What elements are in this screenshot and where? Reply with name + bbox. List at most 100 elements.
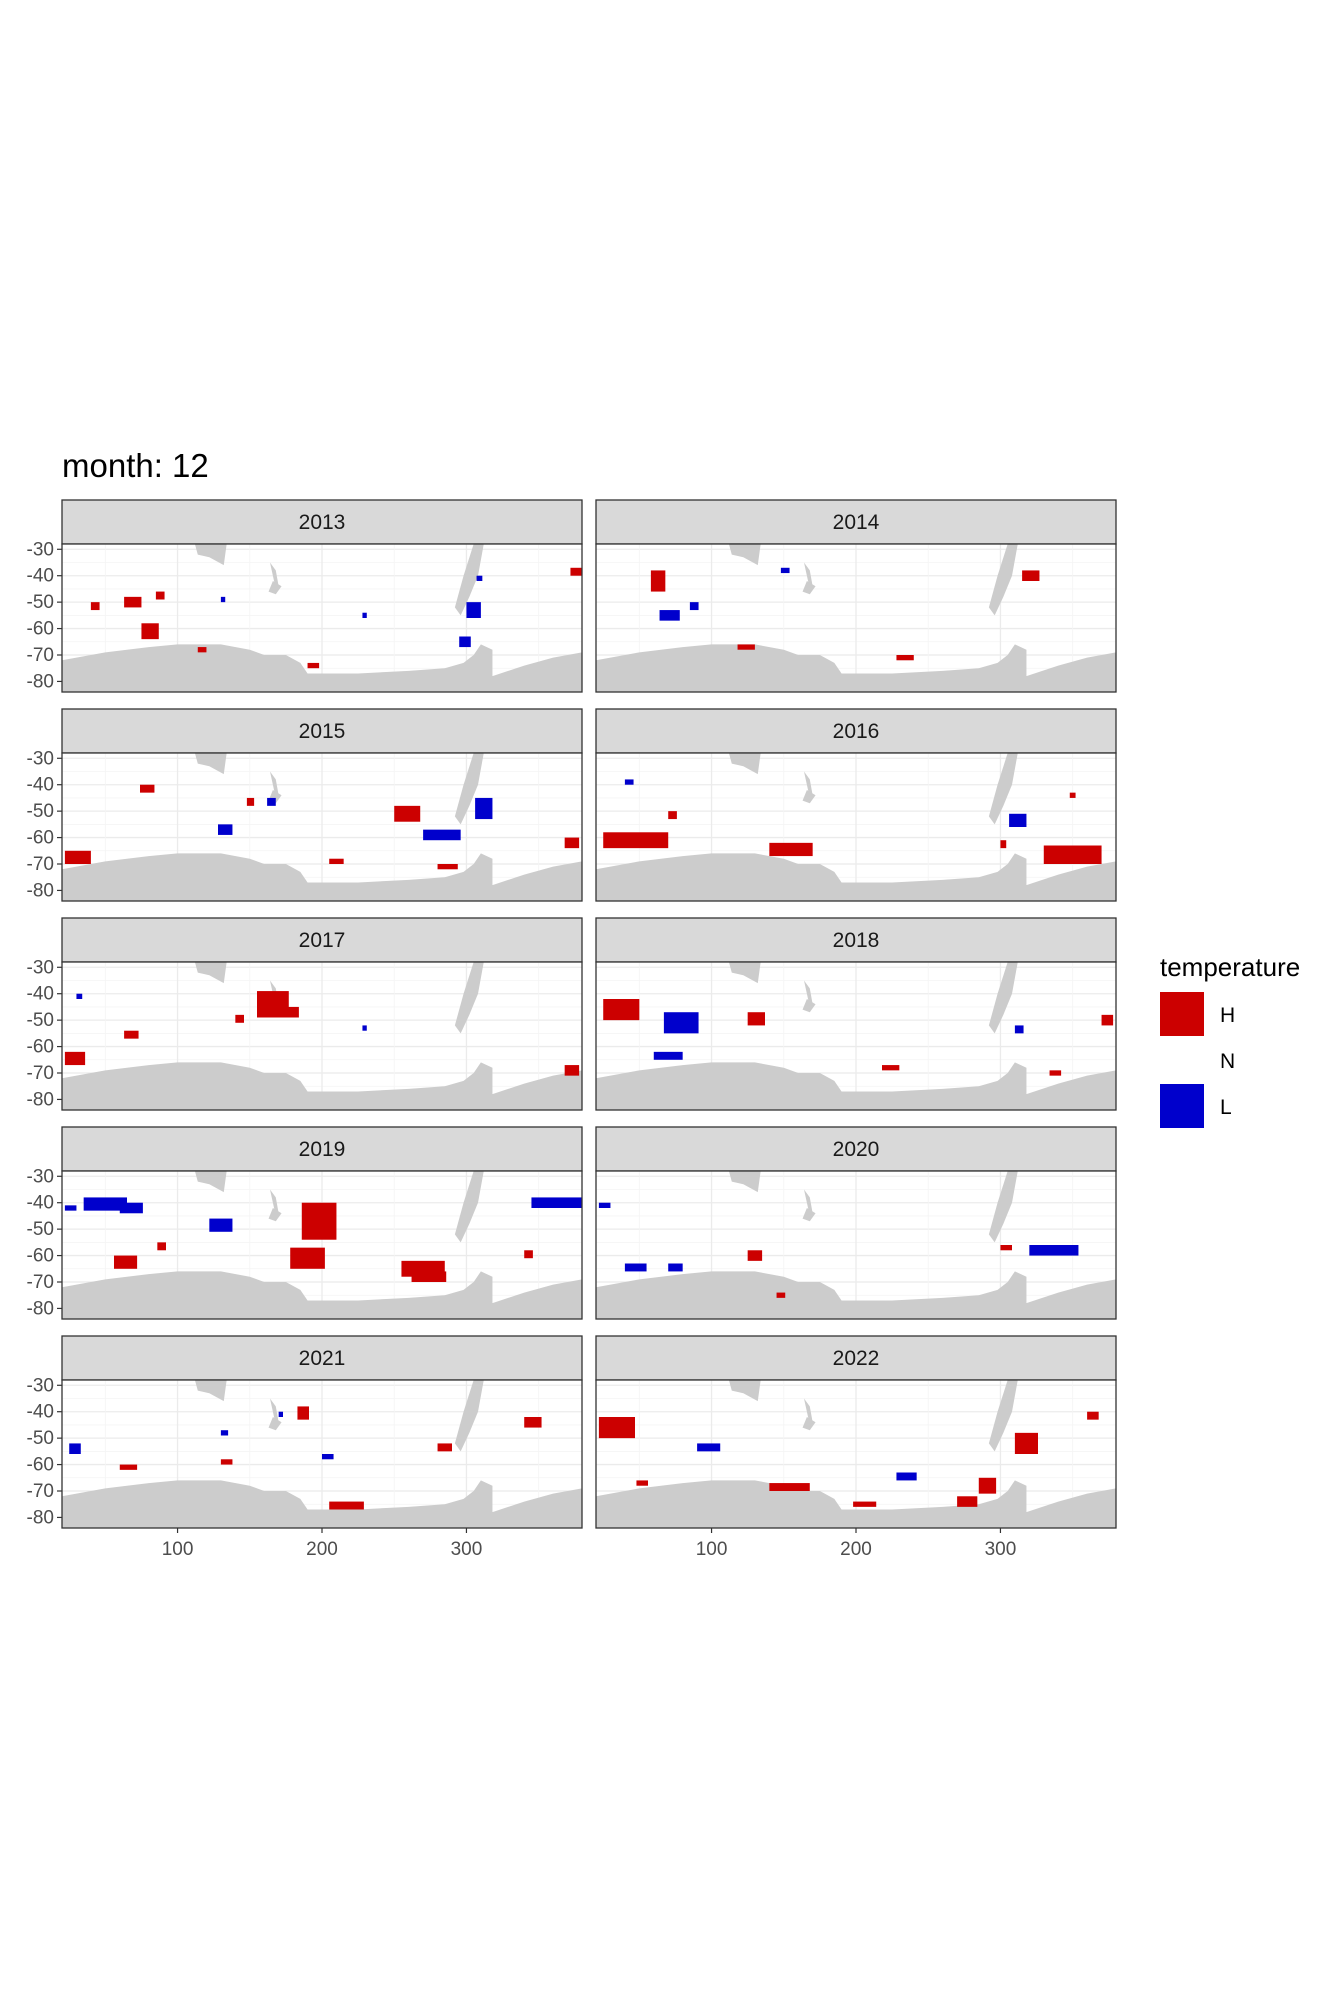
anomaly-cell-H (570, 567, 582, 576)
y-tick-label: -50 (27, 592, 54, 613)
anomaly-cell-L (780, 567, 790, 574)
panel-border (595, 1170, 1117, 1320)
land-mass (270, 1398, 279, 1425)
land-mass (268, 1417, 282, 1431)
anomaly-cell-H (281, 1006, 299, 1018)
facet-panel-2019: 2019 -30 -40 -50 -60 -70 -80 (27, 1126, 583, 1320)
facet-panel-2020: 2020 (595, 1126, 1117, 1320)
anomaly-cell-L (119, 1202, 143, 1214)
land-mass (596, 1062, 1116, 1110)
legend-key-H (1160, 992, 1204, 1036)
anomaly-cell-H (882, 1065, 900, 1071)
facet-strip-label: 2017 (299, 929, 346, 952)
land-mass (988, 1380, 1018, 1452)
y-tick-label: -60 (27, 828, 54, 849)
land-mass (62, 853, 582, 901)
anomaly-cell-H (141, 623, 159, 640)
anomaly-cell-H (157, 1242, 166, 1251)
facet-panel-2016: 2016 (595, 708, 1117, 902)
anomaly-cell-L (1009, 813, 1027, 827)
anomaly-cell-H (737, 644, 755, 650)
y-tick-label: -50 (27, 1219, 54, 1240)
land-mass (988, 962, 1018, 1034)
land-mass (802, 1208, 816, 1222)
land-mass (802, 581, 816, 595)
anomaly-cell-H (1049, 1070, 1062, 1076)
anomaly-cell-L (423, 829, 461, 841)
facet-strip (595, 708, 1117, 754)
facet-strip-label: 2021 (299, 1347, 346, 1370)
anomaly-cell-H (220, 1459, 233, 1465)
anomaly-cell-H (650, 570, 666, 592)
x-axes: 100 200 300 100 200 300 (162, 1528, 1017, 1560)
y-tick-label: -30 (27, 1375, 54, 1396)
anomaly-cell-H (246, 797, 255, 806)
anomaly-cell-H (603, 999, 640, 1021)
y-tick-label: -40 (27, 566, 54, 587)
y-tick-label: -30 (27, 748, 54, 769)
land-mass (62, 644, 582, 692)
anomaly-cell-L (531, 1197, 582, 1208)
anomaly-cell-H (747, 1012, 765, 1026)
anomaly-cell-H (896, 655, 914, 661)
land-mass (596, 1271, 1116, 1319)
x-tick-label: 300 (985, 1539, 1017, 1560)
anomaly-cell-H (957, 1496, 978, 1507)
anomaly-cell-H (437, 1443, 452, 1452)
facet-strip (595, 499, 1117, 545)
land-mass (596, 1480, 1116, 1528)
anomaly-cell-L (624, 1263, 647, 1272)
anomaly-cell-H (978, 1477, 997, 1494)
anomaly-cell-L (209, 1218, 233, 1232)
y-tick-label: -80 (27, 1089, 54, 1110)
land-mass (802, 790, 816, 804)
anomaly-cell-L (267, 797, 276, 806)
y-tick-label: -50 (27, 801, 54, 822)
land-mass (62, 1480, 582, 1528)
land-mass (270, 562, 279, 589)
y-tick-label: -80 (27, 1298, 54, 1319)
anomaly-cell-L (69, 1443, 81, 1454)
facet-strip-label: 2015 (299, 720, 346, 743)
panel-border (61, 752, 583, 902)
y-tick-label: -80 (27, 671, 54, 692)
facet-panel-2022: 2022 (595, 1335, 1117, 1529)
facet-panel-2018: 2018 (595, 917, 1117, 1111)
y-tick-label: -40 (27, 1402, 54, 1423)
land-mass (988, 753, 1018, 825)
facet-strip (595, 1126, 1117, 1172)
facet-panel-2015: 2015 -30 -40 -50 -60 -70 -80 (27, 708, 583, 902)
facet-strip-label: 2020 (833, 1138, 880, 1161)
land-mass (728, 962, 761, 984)
anomaly-cell-L (659, 610, 680, 621)
land-mass (454, 1380, 484, 1452)
anomaly-cell-H (64, 850, 91, 864)
land-mass (728, 1171, 761, 1193)
land-mass (596, 644, 1116, 692)
facet-panel-2017: 2017 -30 -40 -50 -60 -70 -80 (27, 917, 583, 1111)
anomaly-cell-L (362, 1025, 367, 1031)
anomaly-cell-H (411, 1271, 447, 1282)
anomaly-cell-L (278, 1411, 283, 1417)
land-mass (268, 581, 282, 595)
anomaly-cell-H (853, 1501, 877, 1507)
land-mass (194, 1380, 227, 1402)
anomaly-cell-H (1000, 1245, 1012, 1251)
anomaly-cell-L (1029, 1245, 1079, 1256)
y-tick-label: -70 (27, 1481, 54, 1502)
anomaly-cell-H (1000, 840, 1007, 849)
anomaly-cell-H (297, 1406, 309, 1420)
facet-strip (61, 708, 583, 754)
facet-strip-label: 2022 (833, 1347, 880, 1370)
anomaly-cell-H (564, 1065, 580, 1076)
anomaly-cell-H (564, 837, 580, 849)
legend-title: temperature (1160, 952, 1300, 982)
anomaly-cell-H (524, 1250, 533, 1259)
anomaly-cell-H (1043, 845, 1102, 864)
anomaly-cell-L (322, 1454, 334, 1460)
anomaly-cell-L (896, 1472, 917, 1481)
panel-border (61, 1170, 583, 1320)
land-mass (804, 1189, 813, 1216)
anomaly-cell-H (668, 811, 677, 820)
